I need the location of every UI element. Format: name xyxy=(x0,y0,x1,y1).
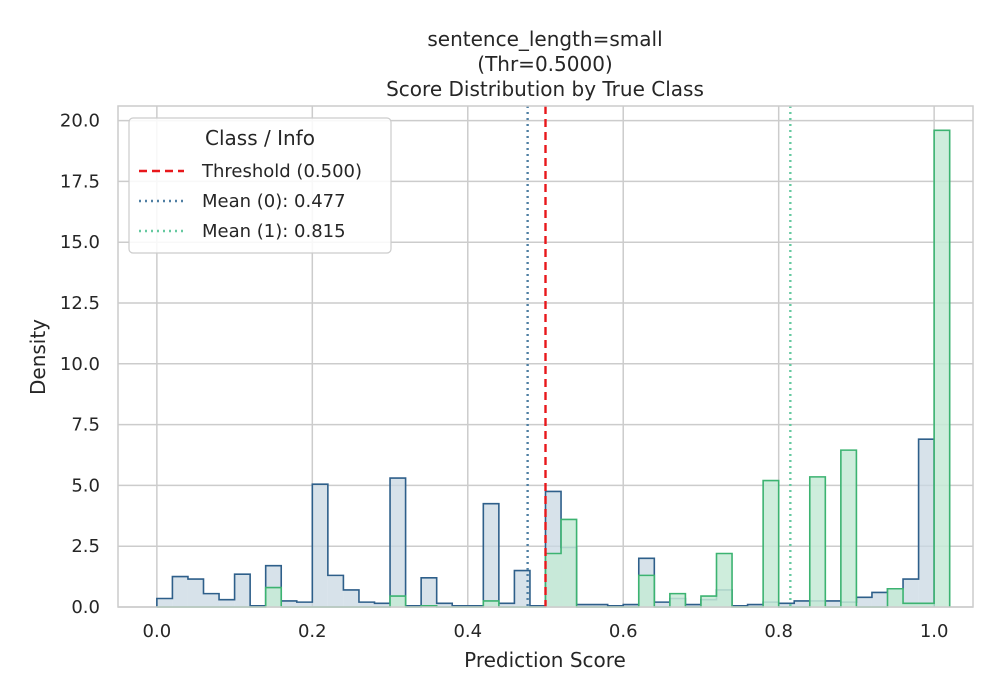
bar-series-1 xyxy=(483,600,499,607)
y-tick-label: 0.0 xyxy=(71,597,100,618)
y-tick-label: 2.5 xyxy=(71,536,100,557)
bar-series-0 xyxy=(903,579,919,607)
legend: Class / Info Threshold (0.500) Mean (0): … xyxy=(128,117,392,254)
plot-frame xyxy=(117,105,974,608)
title-line-1: sentence_length=small xyxy=(427,27,662,51)
legend-box xyxy=(128,117,392,254)
y-tick-label: 5.0 xyxy=(71,475,100,496)
x-tick-label: 0.0 xyxy=(143,621,172,642)
bar-series-1 xyxy=(934,130,950,608)
y-tick-label: 17.5 xyxy=(60,171,100,192)
reference-lines xyxy=(526,106,792,607)
bar-series-0 xyxy=(654,602,670,607)
bar-series-1 xyxy=(887,588,904,607)
y-axis-label: Density xyxy=(26,319,50,395)
title-line-3: Score Distribution by True Class xyxy=(386,77,704,101)
bar-series-0 xyxy=(343,589,359,607)
legend-label: Threshold (0.500) xyxy=(201,161,362,182)
bar-series-1 xyxy=(763,480,779,607)
bar-series-0 xyxy=(187,579,204,607)
x-tick-label: 0.8 xyxy=(764,621,793,642)
bar-series-1 xyxy=(390,596,406,607)
bar-series-0 xyxy=(374,603,391,607)
bar-series-0 xyxy=(483,503,499,607)
bar-series-0 xyxy=(825,600,841,607)
bar-series-0 xyxy=(156,598,173,607)
legend-title: Class / Info xyxy=(205,126,315,150)
x-axis-ticks: 0.0 0.2 0.4 0.6 0.8 1.0 xyxy=(143,621,949,642)
y-tick-label: 7.5 xyxy=(71,415,100,436)
y-tick-label: 10.0 xyxy=(60,354,100,375)
bar-series-1 xyxy=(545,553,562,607)
bar-series-0 xyxy=(871,592,888,607)
legend-label: Mean (1): 0.815 xyxy=(202,221,346,242)
bar-series-0 xyxy=(203,593,220,607)
x-tick-label: 0.2 xyxy=(298,621,327,642)
legend-entries: Threshold (0.500) Mean (0): 0.477 Mean (1)… xyxy=(139,161,362,242)
bar-series-0 xyxy=(747,604,764,607)
y-tick-label: 20.0 xyxy=(60,111,100,132)
bar-series-0 xyxy=(436,603,453,607)
bar-series-1 xyxy=(918,603,935,607)
y-axis-ticks: 0.0 2.5 5.0 7.5 10.0 12.5 15.0 17.5 20.0 xyxy=(60,111,100,618)
bar-series-0 xyxy=(234,574,251,607)
step-outline-series-0 xyxy=(156,438,935,607)
bar-series-0 xyxy=(685,604,701,607)
bar-series-0 xyxy=(576,604,593,607)
bar-series-0 xyxy=(390,478,406,607)
y-tick-label: 12.5 xyxy=(60,293,100,314)
bar-series-1 xyxy=(809,476,826,607)
title-line-2: (Thr=0.5000) xyxy=(477,52,612,76)
bar-series-0 xyxy=(623,604,639,607)
bar-series-0 xyxy=(219,599,235,607)
x-axis-label: Prediction Score xyxy=(464,648,626,672)
bar-series-0 xyxy=(421,577,437,607)
bar-series-0 xyxy=(312,484,328,607)
bar-series-0 xyxy=(592,604,608,607)
bar-series-1 xyxy=(669,593,686,607)
bar-series-0 xyxy=(358,602,375,607)
bar-series-1 xyxy=(700,596,717,607)
bar-series-1 xyxy=(561,519,577,607)
bar-series-0 xyxy=(514,570,530,607)
y-tick-label: 15.0 xyxy=(60,232,100,253)
bar-series-0 xyxy=(296,602,313,607)
bar-series-0 xyxy=(856,597,872,607)
bar-series-0 xyxy=(327,575,344,607)
bar-series-1 xyxy=(638,575,655,607)
bar-series-0 xyxy=(281,600,297,607)
x-tick-label: 0.4 xyxy=(453,621,482,642)
bar-series-1 xyxy=(716,553,733,607)
legend-label: Mean (0): 0.477 xyxy=(202,191,346,212)
bar-series-1 xyxy=(265,587,282,607)
bar-series-1 xyxy=(903,603,919,607)
bar-series-0 xyxy=(172,576,188,607)
series-1-bars xyxy=(156,129,951,608)
chart-title: sentence_length=small (Thr=0.5000) Score… xyxy=(386,27,704,101)
bar-series-0 xyxy=(794,600,810,607)
x-tick-label: 0.6 xyxy=(609,621,638,642)
x-tick-label: 1.0 xyxy=(920,621,949,642)
bar-series-1 xyxy=(840,450,857,607)
bar-series-0 xyxy=(498,603,515,607)
bar-series-0 xyxy=(778,603,795,607)
bar-series-0 xyxy=(918,439,935,607)
